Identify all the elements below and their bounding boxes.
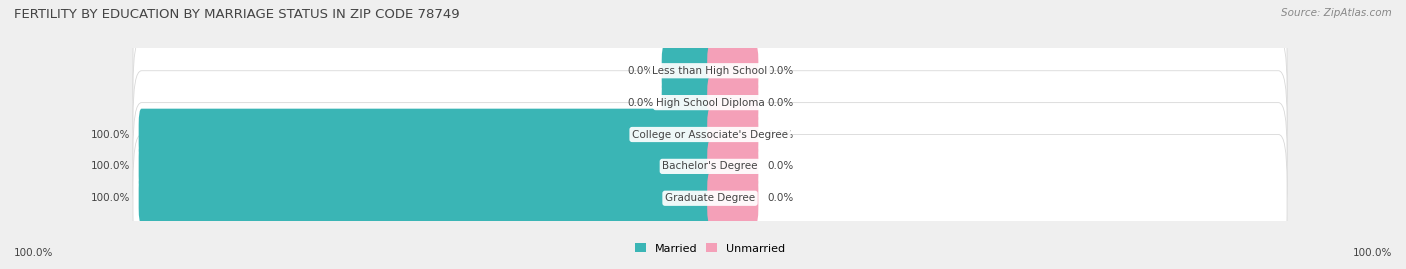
Text: Bachelor's Degree: Bachelor's Degree: [662, 161, 758, 171]
Text: 0.0%: 0.0%: [627, 98, 654, 108]
FancyBboxPatch shape: [134, 7, 1286, 134]
Text: 100.0%: 100.0%: [14, 248, 53, 258]
Text: 100.0%: 100.0%: [91, 129, 131, 140]
Text: 100.0%: 100.0%: [91, 193, 131, 203]
Text: 0.0%: 0.0%: [766, 129, 793, 140]
Text: FERTILITY BY EDUCATION BY MARRIAGE STATUS IN ZIP CODE 78749: FERTILITY BY EDUCATION BY MARRIAGE STATU…: [14, 8, 460, 21]
Text: College or Associate's Degree: College or Associate's Degree: [633, 129, 787, 140]
FancyBboxPatch shape: [662, 77, 713, 128]
FancyBboxPatch shape: [707, 45, 758, 97]
FancyBboxPatch shape: [707, 141, 758, 192]
FancyBboxPatch shape: [134, 71, 1286, 198]
Text: 0.0%: 0.0%: [627, 66, 654, 76]
Text: Less than High School: Less than High School: [652, 66, 768, 76]
FancyBboxPatch shape: [139, 109, 713, 160]
Text: Graduate Degree: Graduate Degree: [665, 193, 755, 203]
Text: High School Diploma: High School Diploma: [655, 98, 765, 108]
FancyBboxPatch shape: [707, 109, 758, 160]
Text: 0.0%: 0.0%: [766, 98, 793, 108]
Legend: Married, Unmarried: Married, Unmarried: [630, 239, 790, 258]
Text: 100.0%: 100.0%: [1353, 248, 1392, 258]
FancyBboxPatch shape: [134, 102, 1286, 230]
FancyBboxPatch shape: [139, 141, 713, 192]
FancyBboxPatch shape: [134, 134, 1286, 262]
FancyBboxPatch shape: [139, 172, 713, 224]
Text: 100.0%: 100.0%: [91, 161, 131, 171]
FancyBboxPatch shape: [707, 77, 758, 128]
Text: 0.0%: 0.0%: [766, 193, 793, 203]
Text: 0.0%: 0.0%: [766, 161, 793, 171]
Text: Source: ZipAtlas.com: Source: ZipAtlas.com: [1281, 8, 1392, 18]
FancyBboxPatch shape: [707, 172, 758, 224]
FancyBboxPatch shape: [662, 45, 713, 97]
Text: 0.0%: 0.0%: [766, 66, 793, 76]
FancyBboxPatch shape: [134, 39, 1286, 167]
